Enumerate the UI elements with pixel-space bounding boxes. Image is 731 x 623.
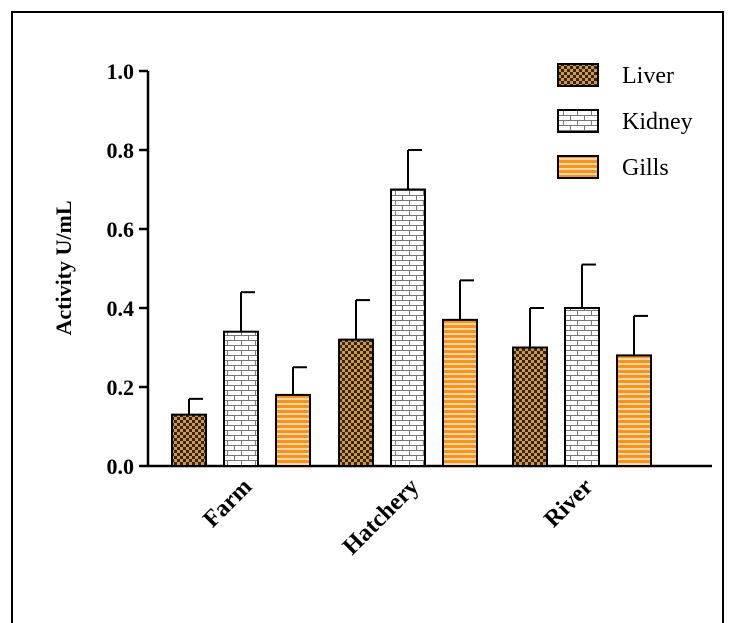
- legend: Liver Kidney Gills: [557, 63, 693, 181]
- legend-label-liver: Liver: [622, 63, 674, 89]
- legend-swatch-liver: [557, 63, 599, 87]
- y-tick-label: 0.2: [107, 375, 135, 400]
- bars: [171, 188, 652, 468]
- y-tick-label: 0.4: [107, 296, 135, 321]
- chart-frame: [11, 11, 724, 623]
- y-tick-label: 0.0: [107, 454, 135, 479]
- bar-kidney-farm: [223, 330, 259, 468]
- bar-kidney-hatchery: [390, 188, 426, 467]
- bar-kidney-river: [564, 307, 600, 467]
- y-tick-label: 1.0: [107, 59, 135, 84]
- x-tick-label: River: [539, 474, 598, 533]
- bar-gills-farm: [275, 393, 311, 467]
- error-bars: [188, 149, 648, 415]
- x-tick-labels: Farm Hatchery River: [198, 474, 598, 560]
- bar-gills-hatchery: [442, 318, 478, 467]
- y-ticks: 0.0 0.2 0.4 0.6 0.8 1.0: [107, 59, 148, 479]
- y-tick-label: 0.8: [107, 138, 135, 163]
- legend-label-kidney: Kidney: [622, 109, 693, 135]
- x-tick-label: Farm: [198, 474, 257, 533]
- bar-liver-farm: [171, 413, 207, 467]
- x-tick-label: Hatchery: [338, 474, 424, 560]
- bar-gills-river: [616, 354, 652, 467]
- bar-liver-hatchery: [338, 338, 374, 468]
- legend-label-gills: Gills: [622, 155, 669, 181]
- legend-swatch-gills: [557, 155, 599, 179]
- legend-swatch-kidney: [557, 109, 599, 133]
- bar-liver-river: [512, 346, 548, 467]
- y-axis-title: Activity U/mL: [51, 200, 76, 335]
- y-tick-label: 0.6: [107, 217, 135, 242]
